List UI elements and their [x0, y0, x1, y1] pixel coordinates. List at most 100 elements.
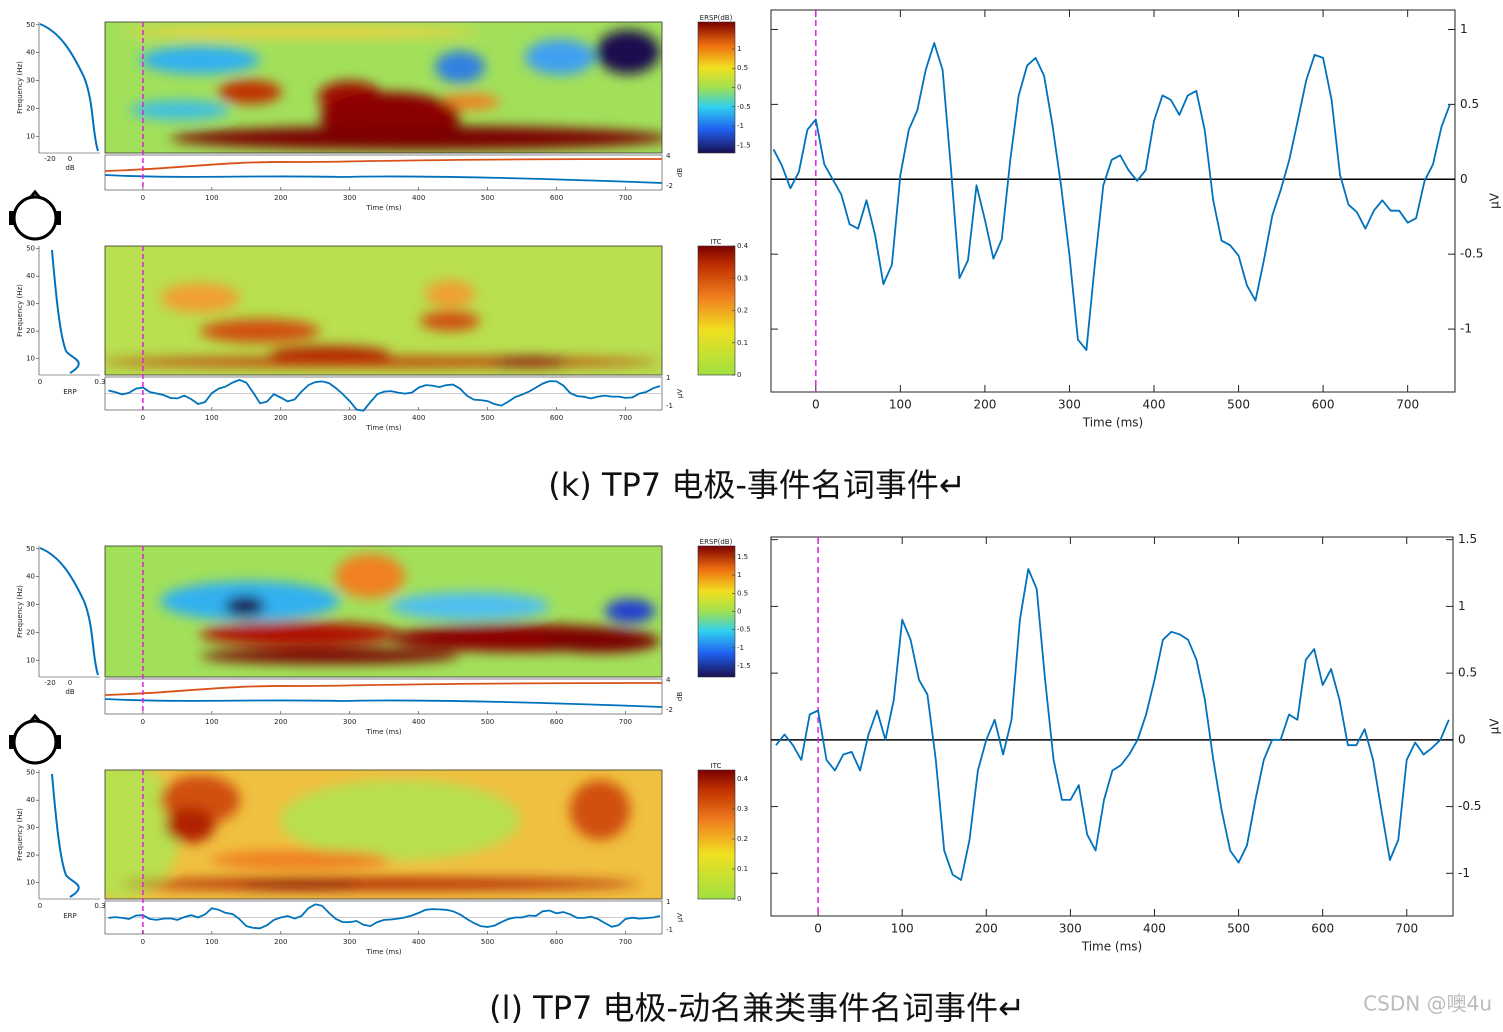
- y-tick-label: 0.5: [1460, 97, 1479, 111]
- trace-tick-label: 4: [666, 676, 671, 684]
- colorbar-title: ERSP(dB): [700, 538, 733, 546]
- y-axis-label: μV: [1488, 192, 1502, 209]
- heatmap-blob: [210, 850, 390, 870]
- heatmap: [105, 546, 662, 677]
- heatmap-blob: [240, 881, 360, 889]
- colorbar-tick-label: -1.5: [737, 662, 751, 670]
- heatmap-blob: [120, 878, 640, 890]
- marginal-tick-label: 0.3: [94, 902, 105, 910]
- heatmap-blob: [105, 770, 180, 899]
- colorbar-tick-label: 0.3: [737, 805, 748, 813]
- freq-tick-label: 30: [26, 824, 35, 832]
- time-tick-label: 300: [343, 718, 356, 726]
- trace-unit: μV: [676, 913, 684, 922]
- time-tick-label: 400: [412, 938, 425, 946]
- y-tick-label: -0.5: [1458, 799, 1481, 813]
- time-tick-label: 300: [343, 938, 356, 946]
- erp-trace: [108, 378, 661, 412]
- caption: (k) TP7 电极-事件名词事件↵: [548, 466, 965, 504]
- time-tick-label: 200: [274, 414, 287, 422]
- trace-tick-label: -1: [666, 926, 673, 934]
- y-tick-label: 1.5: [1458, 532, 1477, 546]
- y-tick-label: 1: [1458, 599, 1466, 613]
- head-nose: [28, 189, 42, 199]
- trace-unit: dB: [676, 168, 684, 177]
- time-tick-label: 600: [550, 414, 563, 422]
- colorbar-tick-label: -0.5: [737, 626, 751, 634]
- db-label: dB: [65, 164, 74, 172]
- colorbar-tick-label: 0.4: [737, 242, 749, 250]
- y-axis-label: μV: [1488, 718, 1502, 735]
- heatmap-blobs: [105, 770, 640, 899]
- colorbar-tick-label: 0.5: [737, 589, 748, 597]
- freq-tick-label: 30: [26, 77, 35, 85]
- time-tick-label: 700: [619, 718, 632, 726]
- freq-tick-label: 10: [26, 132, 35, 140]
- heatmap-blobs: [105, 280, 660, 367]
- freq-tick-label: 50: [26, 245, 35, 253]
- heatmap-blob: [140, 46, 260, 74]
- time-tick-label: 300: [343, 194, 356, 202]
- y-tick-label: 0: [1458, 732, 1466, 746]
- time-tick-label: 0: [141, 718, 145, 726]
- time-tick-label: 100: [205, 938, 218, 946]
- erp-trace: [108, 903, 661, 930]
- colorbar-tick-label: 0: [737, 371, 741, 379]
- time-tick-label: 100: [205, 718, 218, 726]
- time-tick-label: 400: [412, 718, 425, 726]
- freq-tick-label: 10: [26, 656, 35, 664]
- heatmap-blob: [105, 357, 660, 367]
- heatmap-blob: [605, 599, 655, 623]
- colorbar-tick-label: -1.5: [737, 141, 751, 149]
- x-tick-label: 300: [1059, 922, 1082, 936]
- heatmap-blob: [570, 780, 630, 840]
- marginal-tick-label: 0: [38, 902, 42, 910]
- marginal-tick-label: 0: [38, 378, 42, 386]
- freq-tick-label: 50: [26, 769, 35, 777]
- x-axis-label: Time (ms): [1081, 940, 1143, 954]
- time-tick-label: 700: [619, 414, 632, 422]
- colorbar-tick-label: 0.2: [737, 835, 748, 843]
- heatmap-blob: [200, 648, 460, 664]
- time-tick-label: 400: [412, 414, 425, 422]
- freq-tick-label: 10: [26, 355, 35, 363]
- time-tick-label: 0: [141, 194, 145, 202]
- heatmap-blob: [280, 780, 520, 860]
- x-tick-label: 400: [1143, 922, 1166, 936]
- colorbar: [697, 245, 736, 376]
- time-tick-label: 500: [481, 938, 494, 946]
- time-axis-label: Time (ms): [365, 728, 402, 736]
- x-tick-label: 400: [1143, 398, 1166, 412]
- colorbar-title: ITC: [711, 238, 722, 246]
- time-tick-label: 600: [550, 938, 563, 946]
- freq-tick-label: 20: [26, 104, 35, 112]
- time-tick-label: 700: [619, 938, 632, 946]
- x-axis-label: Time (ms): [1082, 416, 1144, 430]
- plot-frame: [104, 769, 663, 900]
- plot-frame: [104, 21, 663, 154]
- colorbar-tick-label: 0.4: [737, 775, 749, 783]
- heatmap-blob: [596, 30, 660, 74]
- heatmap: [105, 22, 662, 153]
- ersp-max-trace: [104, 158, 663, 172]
- freq-tick-label: 10: [26, 879, 35, 887]
- heatmap-blob: [160, 283, 240, 313]
- heatmap-blob: [540, 629, 660, 653]
- ersp-max-trace: [104, 682, 663, 696]
- heatmap-blobs: [160, 554, 660, 664]
- colorbar: [697, 21, 736, 154]
- trace-tick-label: 1: [666, 374, 670, 382]
- heatmap-blob: [120, 26, 480, 38]
- y-tick-label: 1: [1460, 22, 1468, 36]
- time-tick-label: 500: [481, 194, 494, 202]
- colorbar-tick-label: 0: [737, 84, 741, 92]
- marginal-curve: [39, 547, 99, 676]
- y-tick-label: 0: [1460, 172, 1468, 186]
- head-ear: [56, 211, 61, 225]
- heatmap-blob: [525, 39, 595, 75]
- time-tick-label: 600: [550, 718, 563, 726]
- x-tick-label: 300: [1058, 398, 1081, 412]
- marginal-label: ERP: [63, 912, 77, 920]
- colorbar-tick-label: 0.1: [737, 339, 748, 347]
- colorbar-tick-label: 1.5: [737, 553, 748, 561]
